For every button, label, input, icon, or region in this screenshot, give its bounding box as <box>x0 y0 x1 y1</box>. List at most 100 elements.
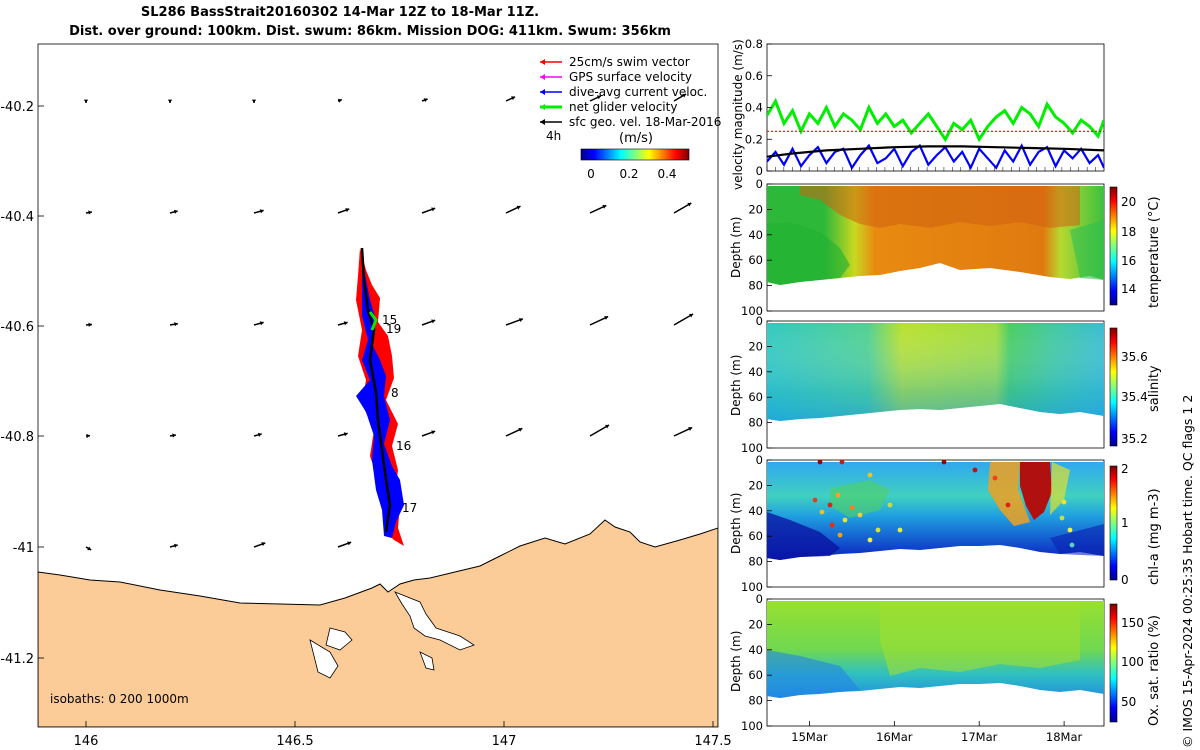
depth-ylabel: Depth (m) <box>729 631 743 692</box>
legend-label: GPS surface velocity <box>569 70 692 84</box>
surface-vector-arrow <box>589 315 609 326</box>
temperature-colorbar: 20 18 16 14 temperature (°C) <box>1109 186 1162 308</box>
depth-ylabel: Depth (m) <box>729 355 743 416</box>
chla-sub-surface <box>830 480 890 518</box>
track-line <box>360 247 392 533</box>
depth-tick-label: 20 <box>748 339 763 353</box>
velocity-ytick-label: 0.6 <box>745 69 763 83</box>
chla-sample-dot <box>817 459 823 465</box>
depth-tick-label: 0 <box>756 177 763 191</box>
chla-sample-dot <box>812 497 818 503</box>
chla-sample-dot <box>1067 527 1073 533</box>
surface-vector-arrow <box>589 424 610 437</box>
depth-tick-label: 20 <box>748 202 763 216</box>
chla-sample-dot <box>1005 502 1011 508</box>
oxygen-panel: Depth (m) 150 100 50 Ox. sat. ratio (%) <box>729 598 1162 727</box>
depth-tick-label: 40 <box>748 228 763 242</box>
velocity-ytick-label: 0.4 <box>745 101 763 115</box>
velocity-ylabel: velocity magnitude (m/s) <box>731 39 745 190</box>
y-tick-label: -40.8 <box>0 430 34 445</box>
chla-bloom-edge <box>988 462 1030 526</box>
x-tick-label: 146 <box>74 734 99 749</box>
chart-title: SL286 BassStrait20160302 14-Mar 12Z to 1… <box>140 5 540 20</box>
chla-sample-dot <box>875 527 881 533</box>
surface-vector-arrow <box>421 207 436 214</box>
chla-sample-dot <box>1061 499 1067 505</box>
depth-tick-label: 0 <box>756 592 763 606</box>
surface-vector-arrow <box>83 99 89 103</box>
surface-vector-arrow <box>589 204 607 214</box>
depth-tick-label: 20 <box>748 617 763 631</box>
chla-sample-dot <box>857 512 863 518</box>
day-label: 8 <box>391 386 399 400</box>
oxygen-colorbar: 150 100 50 Ox. sat. ratio (%) <box>1109 603 1162 726</box>
velocity-series <box>767 97 1104 171</box>
land-area <box>38 519 718 727</box>
surface-vector-arrow <box>337 541 352 548</box>
legend-entry: 25cm/s swim vector <box>540 55 690 69</box>
chla-colorbar: 2 1 0 chl-a (mg m-3) <box>1109 462 1162 587</box>
isobaths-label: isobaths: 0 200 1000m <box>50 692 189 706</box>
surface-vector-arrow <box>253 542 266 548</box>
surface-vector-arrow <box>253 432 262 437</box>
colorbar-tick: 0 <box>587 167 595 181</box>
y-tick-label: -40.2 <box>0 100 34 115</box>
temperature-cold-layer <box>767 222 850 285</box>
surface-vector-arrow <box>505 205 521 214</box>
depth-tick-label: 20 <box>748 478 763 492</box>
interval-label: 4h <box>546 129 561 143</box>
cbar-tick: 100 <box>1121 655 1144 669</box>
chla-deep-low <box>1050 524 1104 556</box>
chla-sample-dot <box>839 459 845 465</box>
chla-dots <box>812 459 1075 548</box>
chla-sample-dot <box>867 537 873 543</box>
current-velocity-band <box>356 248 404 538</box>
estuary <box>325 627 353 651</box>
cbar-tick: 50 <box>1121 695 1136 709</box>
chla-sample-dot <box>1069 542 1075 548</box>
chart-subtitle: Dist. over ground: 100km. Dist. swum: 86… <box>69 24 671 39</box>
chla-sample-dot <box>941 459 947 465</box>
cbar-tick: 2 <box>1121 462 1129 476</box>
chla-bloom-edge <box>1050 462 1070 515</box>
surface-vector-arrow <box>169 543 178 548</box>
map-plot: 15 19 8 16 17 146 146.5 147 147.5 -40.2 -40.4… <box>0 43 732 749</box>
surface-vector-arrow <box>169 322 179 327</box>
cbar-label: salinity <box>1147 365 1162 412</box>
depth-tick-label: 0 <box>756 314 763 328</box>
surface-vector-arrow <box>169 433 177 438</box>
cbar-tick: 35.6 <box>1121 350 1148 364</box>
y-tick-label: -41.2 <box>0 652 34 667</box>
legend-label: dive-avg current veloc. <box>569 85 707 99</box>
depth-tick-label: 60 <box>748 253 763 267</box>
speed-colorbar <box>580 148 690 161</box>
depth-tick-label: 40 <box>748 643 763 657</box>
time-tick-label: 18Mar <box>1046 730 1083 744</box>
surface-vector-arrow <box>673 313 694 326</box>
legend-entry: net glider velocity <box>540 100 677 114</box>
velocity-panel: 0 0.2 0.4 0.6 0.8 velocity magnitude (m/s) <box>731 37 1105 190</box>
estuary <box>309 639 339 679</box>
surface-vector-arrow <box>253 321 264 326</box>
legend-entry: dive-avg current veloc. <box>540 85 707 99</box>
surface-vector-arrow <box>167 99 173 103</box>
chla-sample-dot <box>887 502 893 508</box>
chla-bloom <box>1020 462 1052 520</box>
temperature-panel: Depth (m) 20 18 16 14 temperature (°C) <box>729 183 1162 312</box>
imos-watermark: © IMOS 15-Apr-2024 00:25:35 Hobart time.… <box>1180 394 1195 748</box>
temperature-warm-layer <box>800 186 1080 228</box>
legend-label: net glider velocity <box>569 100 677 114</box>
surface-vector-arrow <box>337 208 350 214</box>
chla-sample-dot <box>829 522 835 528</box>
estuary <box>419 651 435 671</box>
cbar-label: chl-a (mg m-3) <box>1147 488 1162 585</box>
depth-ylabel: Depth (m) <box>729 217 743 278</box>
depth-tick-label: 100 <box>741 580 763 594</box>
depth-tick-label: 100 <box>741 304 763 318</box>
surface-vector-arrow <box>337 98 343 103</box>
cbar-tick: 150 <box>1121 616 1144 630</box>
surface-vector-arrow <box>421 430 436 437</box>
glider-track: 15 19 8 16 17 <box>356 247 417 546</box>
